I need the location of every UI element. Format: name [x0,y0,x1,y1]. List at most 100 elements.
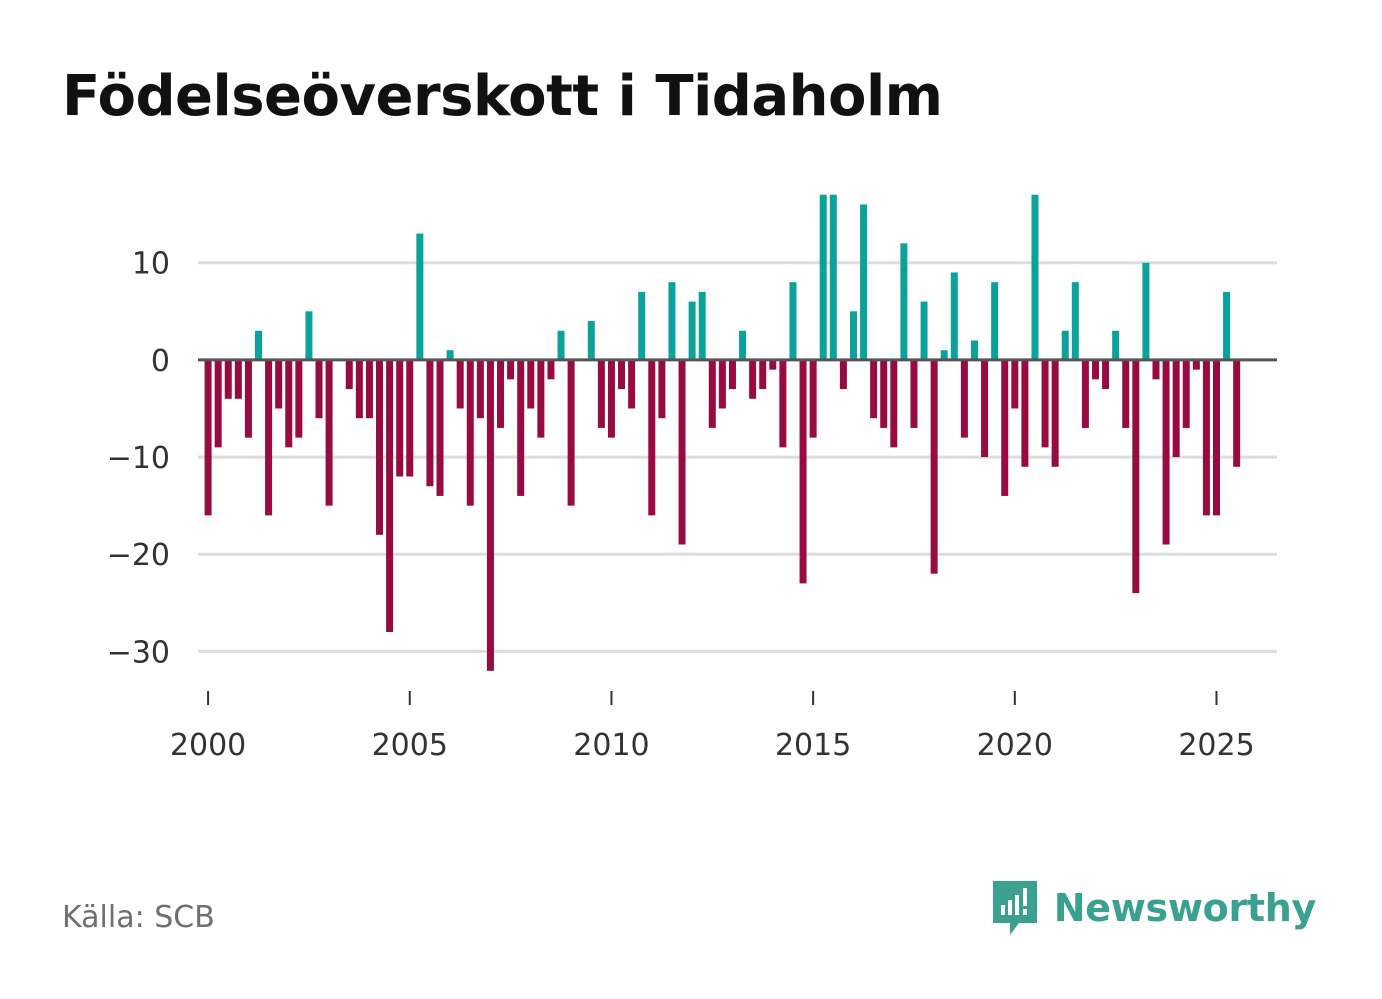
bar [799,359,807,584]
bar [708,359,716,428]
bar [517,359,525,496]
bar [275,359,283,409]
bar [1011,359,1019,409]
bar [486,359,494,671]
bar [345,359,353,390]
x-tick-label: 2000 [170,728,246,763]
bar [234,359,242,399]
bar [406,359,414,477]
bar [567,359,575,506]
bar [224,359,232,399]
source-note: Källa: SCB [62,900,215,935]
newsworthy-logo[interactable]: Newsworthy [990,878,1316,938]
bars [204,194,1241,671]
y-axis-labels: 10 0 −10 −20 −30 [107,247,170,671]
y-tick-label: −20 [107,538,170,573]
x-tick-label: 2015 [775,728,851,763]
bar [285,359,293,448]
bar [1142,262,1150,360]
x-axis: 2000 2005 2010 2015 2020 2025 [170,691,1255,763]
y-tick-label: −30 [107,635,170,670]
bar [970,340,978,360]
bar [1172,359,1180,458]
bar [1081,359,1089,428]
x-tick-label: 2020 [977,728,1053,763]
bar [900,243,908,360]
bar [1091,359,1099,380]
bar [1233,359,1241,467]
bar [960,359,968,438]
newsworthy-logo-icon [992,881,1037,935]
bar [769,359,777,370]
bar [386,359,394,632]
bar [910,359,918,428]
bar [587,321,595,360]
bar [870,359,878,419]
bar [678,359,686,545]
bar [668,282,676,360]
y-tick-label: −10 [107,441,170,476]
bar [880,359,888,428]
bar [1102,359,1110,390]
bar [456,359,464,409]
bar [991,282,999,360]
bar [214,359,222,448]
bar [1031,194,1039,360]
bar [376,359,384,535]
grid-lines [198,261,1277,653]
bar [1021,359,1029,467]
bar [244,359,252,438]
x-tick-label: 2025 [1178,728,1254,763]
y-tick-label: 0 [151,344,170,379]
bar [426,359,434,487]
bar [638,291,646,360]
bar [1122,359,1130,428]
bar [809,359,817,438]
x-tick-label: 2005 [372,728,448,763]
bar [365,359,373,419]
bar [1223,291,1231,360]
bar [355,359,363,419]
bar [1152,359,1160,380]
bar [1192,359,1200,370]
bar [728,359,736,390]
bar [1132,359,1140,594]
bar [466,359,474,506]
bar [527,359,535,409]
x-tick-label: 2010 [573,728,649,763]
bar [829,194,837,360]
bar [446,350,454,360]
bar [1061,330,1069,360]
bar [688,301,696,360]
bar [396,359,404,477]
bar [295,359,303,438]
bar [507,359,515,380]
bar [1212,359,1220,516]
bar [1162,359,1170,545]
bar [749,359,757,399]
bar [658,359,666,419]
bar [718,359,726,409]
bar [315,359,323,419]
bar [739,330,747,360]
bar [759,359,767,390]
bar [940,350,948,360]
bar [537,359,545,438]
bar [789,282,797,360]
bar [839,359,847,390]
bar [628,359,636,409]
bar [1051,359,1059,467]
bar [597,359,605,428]
bar [255,330,263,360]
y-tick-label: 10 [132,247,170,282]
bar [1182,359,1190,428]
bar [436,359,444,496]
brand-name: Newsworthy [1053,886,1317,930]
bar [547,359,555,380]
bar [981,359,989,458]
bar [950,272,958,360]
bar [1112,330,1120,360]
bar [1001,359,1009,496]
chart-title: Födelseöverskott i Tidaholm [62,64,943,129]
